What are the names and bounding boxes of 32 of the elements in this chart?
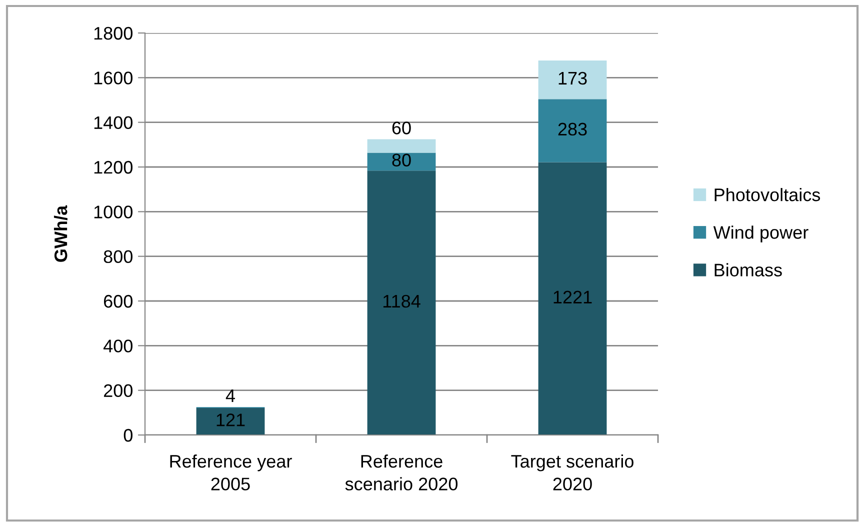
y-tick-label: 800 [104, 250, 132, 264]
x-tick-label: Reference scenario 2020 [345, 454, 458, 490]
y-tick-label: 200 [104, 384, 132, 398]
y-tick-label: 400 [103, 340, 132, 352]
y-tick-label: 1000 [94, 206, 132, 218]
x-tick-label: Reference year 2005 [170, 454, 292, 490]
y-tick-label: 1600 [94, 72, 132, 84]
legend-label: Wind power [713, 226, 808, 242]
data-label: 1221 [554, 290, 592, 304]
y-tick-label: 1200 [94, 160, 132, 174]
legend-label: Biomass [714, 263, 782, 276]
legend-label: Photovoltaics [714, 188, 820, 202]
data-label: 4 [226, 390, 235, 402]
data-label: 173 [558, 72, 587, 85]
data-label: 60 [392, 122, 411, 134]
y-tick-label: 1400 [94, 116, 132, 130]
bar [538, 60, 607, 100]
y-tick-label: 0 [124, 428, 132, 442]
bar [367, 152, 436, 171]
bar [367, 170, 436, 435]
bar [538, 162, 607, 435]
bar [538, 99, 607, 162]
data-label: 283 [558, 122, 587, 136]
x-tick-label: Target scenario 2020 [511, 454, 634, 490]
y-tick-label: 600 [104, 294, 132, 308]
data-label: 80 [392, 154, 411, 166]
bar [367, 139, 436, 153]
data-label: 1184 [383, 294, 420, 308]
data-label: 121 [216, 414, 245, 426]
bar [196, 408, 265, 435]
y-tick-label: 1800 [94, 26, 132, 40]
y-axis-title: GWh/a [54, 205, 68, 262]
